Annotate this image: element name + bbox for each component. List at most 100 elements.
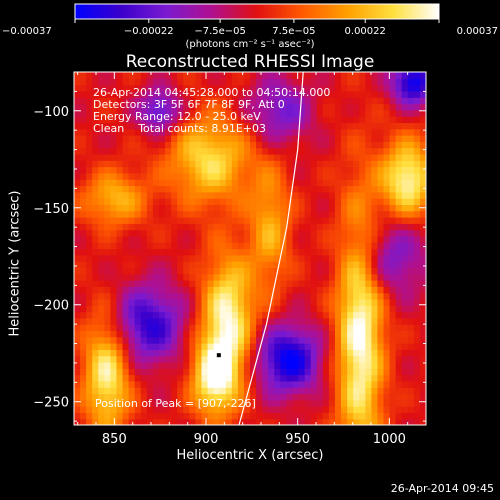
heatmap-cell	[231, 210, 239, 218]
heatmap-cell	[171, 84, 178, 92]
heatmap-cell	[304, 380, 312, 388]
heatmap-cell	[134, 172, 142, 180]
heatmap-cell	[256, 122, 263, 130]
heatmap-cell	[280, 153, 288, 161]
heatmap-cell	[86, 343, 93, 350]
heatmap-cell	[171, 317, 178, 325]
heatmap-cell	[231, 78, 239, 86]
heatmap-cell	[383, 185, 391, 193]
heatmap-cell	[334, 128, 342, 136]
heatmap-cell	[268, 248, 275, 256]
heatmap-cell	[328, 399, 336, 407]
heatmap-cell	[322, 380, 330, 388]
heatmap-cell	[413, 387, 421, 395]
heatmap-cell	[256, 286, 263, 294]
heatmap-cell	[419, 160, 426, 168]
heatmap-cell	[383, 216, 391, 224]
heatmap-cell	[304, 72, 312, 79]
heatmap-cell	[395, 116, 403, 124]
heatmap-cell	[310, 305, 318, 313]
heatmap-cell	[413, 216, 421, 224]
heatmap-cell	[116, 116, 124, 124]
heatmap-cell	[86, 90, 93, 98]
heatmap-cell	[225, 128, 233, 136]
heatmap-cell	[413, 191, 421, 199]
heatmap-cell	[316, 242, 324, 250]
heatmap-cell	[359, 387, 366, 395]
heatmap-cell	[298, 311, 306, 319]
heatmap-cell	[158, 311, 166, 319]
heatmap-cell	[189, 103, 196, 111]
heatmap-cell	[134, 198, 142, 205]
heatmap-cell	[195, 261, 203, 269]
heatmap-cell	[86, 229, 93, 237]
heatmap-cell	[225, 153, 233, 161]
heatmap-cell	[401, 399, 409, 407]
heatmap-cell	[419, 261, 426, 269]
heatmap-cell	[377, 198, 385, 205]
heatmap-cell	[231, 305, 239, 313]
heatmap-cell	[268, 116, 275, 124]
heatmap-cell	[401, 216, 409, 224]
heatmap-cell	[158, 191, 166, 199]
heatmap-cell	[413, 78, 421, 86]
heatmap-cell	[268, 122, 275, 130]
heatmap-cell	[195, 273, 203, 281]
heatmap-cell	[274, 223, 281, 231]
heatmap-cell	[146, 84, 154, 92]
heatmap-cell	[334, 317, 342, 325]
heatmap-cell	[183, 380, 190, 388]
heatmap-cell	[231, 160, 239, 168]
heatmap-cell	[146, 380, 154, 388]
heatmap-cell	[201, 153, 209, 161]
heatmap-cell	[280, 198, 288, 205]
heatmap-cell	[231, 298, 239, 306]
heatmap-cell	[98, 305, 105, 313]
heatmap-cell	[383, 330, 391, 338]
heatmap-cell	[195, 204, 203, 212]
heatmap-cell	[413, 305, 421, 313]
heatmap-cell	[419, 185, 426, 193]
heatmap-cell	[250, 235, 257, 243]
heatmap-cell	[377, 103, 385, 111]
peak-marker	[216, 353, 221, 358]
heatmap-cell	[316, 141, 324, 149]
heatmap-cell	[419, 141, 426, 149]
heatmap-cell	[407, 141, 415, 149]
heatmap-cell	[74, 141, 81, 149]
heatmap-cell	[243, 72, 251, 79]
heatmap-cell	[292, 172, 300, 180]
heatmap-cell	[219, 135, 227, 142]
heatmap-cell	[286, 122, 294, 130]
heatmap-cell	[225, 122, 233, 130]
heatmap-cell	[292, 349, 300, 357]
heatmap-cell	[74, 261, 81, 269]
heatmap-cell	[243, 229, 251, 237]
heatmap-cell	[231, 191, 239, 199]
heatmap-cell	[401, 393, 409, 401]
heatmap-cell	[359, 84, 366, 92]
heatmap-cell	[334, 229, 342, 237]
heatmap-cell	[256, 109, 263, 117]
heatmap-cell	[146, 78, 154, 86]
heatmap-cell	[134, 343, 142, 350]
heatmap-cell	[140, 280, 148, 287]
colorbar-tick-label: 7.5e−05	[272, 26, 315, 37]
heatmap-cell	[280, 84, 288, 92]
heatmap-cell	[195, 216, 203, 224]
heatmap-cell	[304, 248, 312, 256]
heatmap-cell	[334, 336, 342, 344]
heatmap-cell	[98, 172, 105, 180]
heatmap-cell	[243, 292, 251, 300]
heatmap-cell	[389, 311, 397, 319]
heatmap-cell	[158, 399, 166, 407]
heatmap-cell	[98, 223, 105, 231]
heatmap-cell	[177, 349, 184, 357]
heatmap-cell	[322, 179, 330, 187]
heatmap-cell	[140, 204, 148, 212]
heatmap-cell	[152, 393, 160, 401]
heatmap-cell	[104, 380, 112, 388]
heatmap-cell	[207, 179, 215, 187]
heatmap-cell	[134, 280, 142, 287]
heatmap-cell	[286, 399, 294, 407]
